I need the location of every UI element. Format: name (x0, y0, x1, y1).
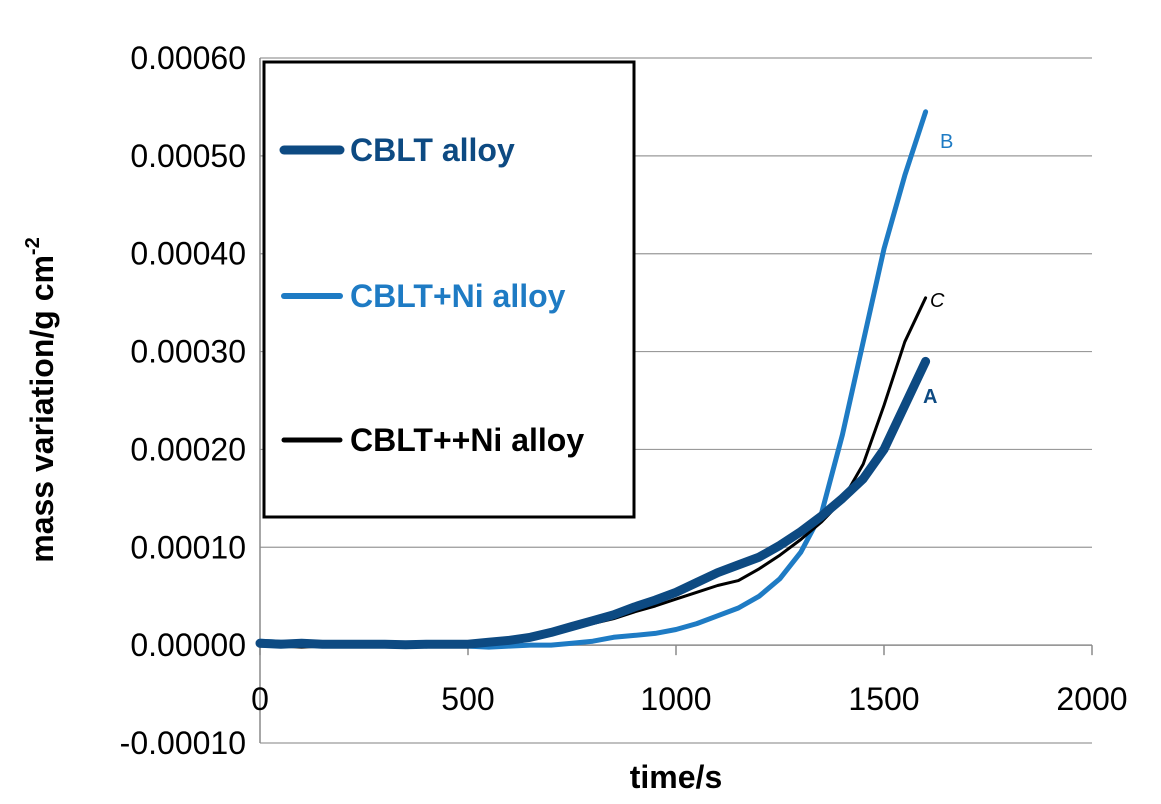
y-tick-label: 0.00010 (130, 529, 246, 565)
legend-label: CBLT+Ni alloy (350, 278, 566, 314)
y-tick-labels: -0.00010 0.00000 0.00010 0.00020 0.00030 0.00… (120, 40, 246, 761)
y-tick-label: 0.00000 (130, 627, 246, 663)
x-axis-title: time/s (630, 759, 722, 795)
series-annotation-a: A (923, 386, 937, 408)
legend-label: CBLT++Ni alloy (350, 422, 584, 458)
x-tick-label: 2000 (1056, 681, 1127, 717)
series-annotations: A B C (923, 131, 953, 408)
y-tick-label: 0.00050 (130, 138, 246, 174)
y-tick-label: 0.00020 (130, 431, 246, 467)
x-tick-label: 1500 (848, 681, 919, 717)
y-tick-label: -0.00010 (120, 725, 246, 761)
y-axis-title-main: mass variation/g cm (24, 255, 60, 563)
y-axis-title-sup: -2 (22, 237, 44, 255)
series-annotation-b: B (940, 131, 953, 153)
x-tick-label: 1000 (640, 681, 711, 717)
y-tick-label: 0.00040 (130, 236, 246, 272)
x-tick-label: 0 (251, 681, 269, 717)
y-tick-label: 0.00030 (130, 334, 246, 370)
legend: CBLT alloy CBLT+Ni alloy CBLT++Ni alloy (262, 60, 636, 519)
series-line-a (255, 356, 931, 650)
legend-label: CBLT alloy (350, 132, 515, 168)
series-lines (255, 109, 931, 650)
x-tick-labels: 0 500 1000 1500 2000 (251, 681, 1127, 717)
x-tick-label: 500 (441, 681, 494, 717)
series-annotation-c: C (930, 290, 945, 312)
y-tick-label: 0.00060 (130, 40, 246, 76)
y-axis-title: mass variation/g cm-2 (22, 237, 60, 562)
